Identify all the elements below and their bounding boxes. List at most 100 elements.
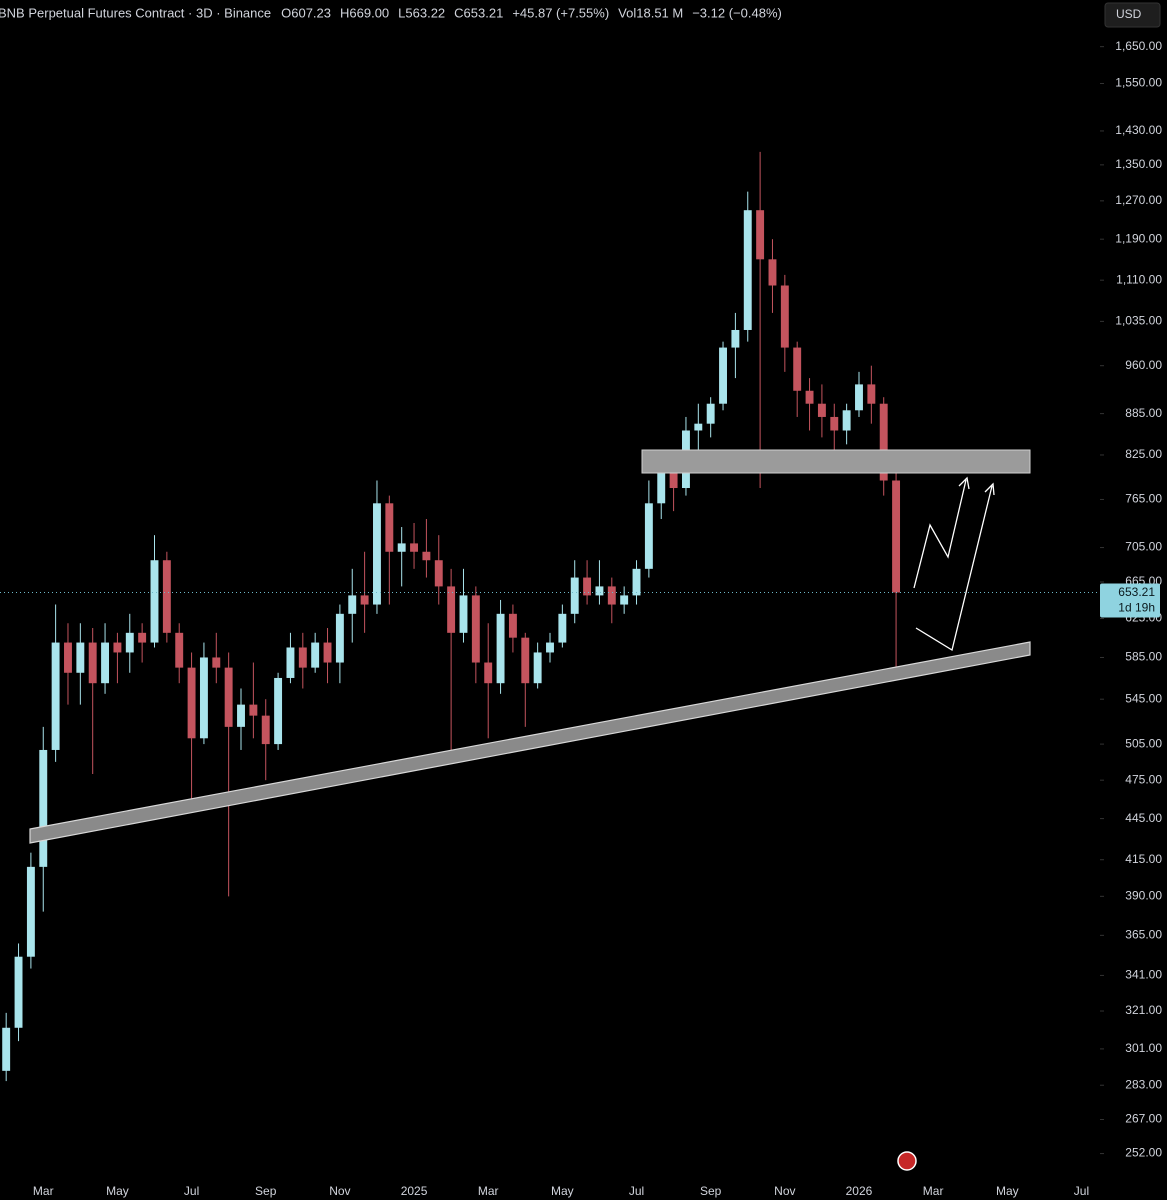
y-tick-label: 705.00 — [1125, 540, 1162, 554]
arrow-path — [915, 485, 993, 652]
candle-body — [212, 657, 221, 668]
candle-body — [447, 586, 456, 633]
candle-body — [694, 423, 703, 431]
x-tick-label: Sep — [700, 1184, 722, 1198]
ohlc-header: O607.23 H669.00 L563.22 C653.21 +45.87 (+7.5… — [281, 5, 782, 20]
candle-body — [669, 473, 678, 489]
y-tick-label: 1,430.00 — [1115, 123, 1162, 137]
candle-body — [360, 595, 369, 605]
candle-body — [830, 416, 839, 431]
y-tick-label: 1,035.00 — [1115, 314, 1162, 328]
ohlc-value: Vol18.51 M — [618, 5, 683, 20]
y-tick-label: 1,350.00 — [1115, 157, 1162, 171]
candle-body — [780, 285, 789, 348]
candle-body — [224, 667, 233, 727]
candle-body — [88, 642, 97, 684]
candle-body — [2, 1027, 11, 1071]
y-tick-label: 585.00 — [1125, 650, 1162, 664]
candle-body — [125, 632, 134, 653]
candle-body — [867, 384, 876, 404]
candle-body — [508, 613, 517, 638]
candle-body — [583, 577, 592, 596]
candle-body — [162, 560, 171, 633]
candle-body — [459, 595, 468, 633]
y-tick-label: 283.00 — [1125, 1077, 1162, 1091]
candle-body — [51, 642, 60, 750]
candle-body — [335, 613, 344, 663]
ohlc-value: +45.87 (+7.55%) — [512, 5, 609, 20]
x-tick-label: May — [551, 1184, 574, 1198]
candle-body — [39, 749, 48, 867]
candle-body — [743, 210, 752, 330]
ohlc-value: C653.21 — [454, 5, 503, 20]
candle-body — [607, 586, 616, 605]
candle-body — [323, 642, 332, 663]
candle-body — [706, 403, 715, 424]
arrow-path — [913, 479, 967, 589]
currency-button[interactable] — [1104, 2, 1161, 28]
candle-body — [397, 543, 406, 552]
y-tick-label: 341.00 — [1125, 968, 1162, 982]
candle-body — [298, 647, 307, 668]
candle-body — [113, 642, 122, 653]
y-tick-label: 1,550.00 — [1115, 76, 1162, 90]
candle-body — [756, 210, 765, 260]
y-tick-label: 301.00 — [1125, 1041, 1162, 1055]
candle-body — [410, 543, 418, 552]
candle-body — [385, 503, 394, 552]
price-tag-countdown: 1d 19h — [1118, 601, 1155, 615]
candle-body — [199, 657, 208, 739]
resistance-zone — [641, 449, 1031, 474]
arrow-head — [984, 482, 995, 496]
ohlc-value: −3.12 (−0.48%) — [692, 5, 782, 20]
event-flag[interactable] — [897, 1151, 917, 1171]
price-tag: 653.21 1d 19h — [0, 583, 1160, 618]
y-tick-label: 1,190.00 — [1115, 231, 1162, 245]
candle-body — [237, 704, 245, 727]
candle-body — [855, 384, 863, 411]
candle-body — [817, 403, 826, 417]
candle-body — [138, 632, 147, 643]
candle-body — [496, 613, 505, 684]
candle-body — [64, 642, 72, 673]
candle-body — [805, 390, 814, 404]
candle-body — [570, 577, 579, 614]
candle-body — [274, 677, 283, 745]
candle-body — [311, 642, 320, 668]
candle-body — [422, 551, 431, 561]
candle-body — [76, 642, 85, 673]
y-tick-label: 321.00 — [1125, 1003, 1162, 1017]
candle-body — [471, 595, 480, 663]
x-tick-label: Jul — [629, 1184, 644, 1198]
y-tick-label: 1,110.00 — [1116, 272, 1162, 286]
candle-body — [595, 586, 604, 596]
y-tick-label: 1,270.00 — [1115, 193, 1162, 207]
candle-body — [373, 503, 381, 605]
candle-body — [533, 652, 542, 684]
candle-body — [879, 403, 888, 481]
x-tick-label: Mar — [478, 1184, 499, 1198]
y-tick-label: 825.00 — [1125, 447, 1162, 461]
x-tick-label: Mar — [923, 1184, 944, 1198]
candle-body — [187, 667, 196, 739]
candle-body — [731, 329, 740, 348]
x-tick-label: Mar — [33, 1184, 54, 1198]
time-axis: Mar May Jul Sep Nov 2025 Mar May Jul Sep Nov 2026 Ma… — [33, 1184, 1089, 1198]
y-tick-label: 415.00 — [1125, 852, 1162, 866]
y-tick-label: 445.00 — [1125, 811, 1162, 825]
chart-title: BNB Perpetual Futures Contract · 3D · Bi… — [0, 5, 271, 20]
candle-body — [286, 647, 295, 678]
y-tick-label: 960.00 — [1125, 358, 1162, 372]
x-tick-label: Nov — [329, 1184, 350, 1198]
x-tick-label: May — [996, 1184, 1019, 1198]
candle-body — [620, 595, 629, 605]
candle-body — [632, 568, 641, 596]
candle-body — [348, 595, 357, 614]
ohlc-value: L563.22 — [398, 5, 445, 20]
price-tag-box — [1100, 583, 1160, 618]
y-tick-label: 545.00 — [1125, 691, 1162, 705]
candle-body — [644, 503, 653, 569]
candle-body — [842, 410, 851, 431]
currency-label: USD — [1116, 7, 1142, 21]
